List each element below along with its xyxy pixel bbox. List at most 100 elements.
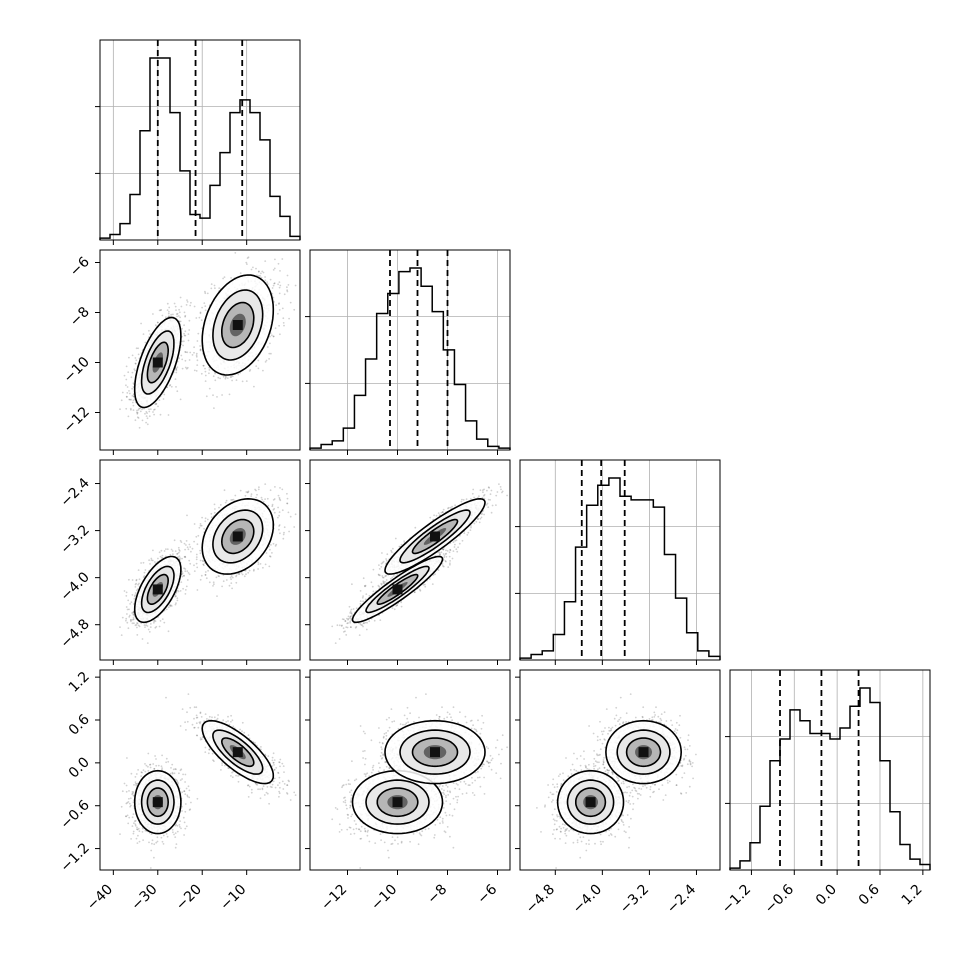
sample-point: [150, 626, 152, 628]
sample-point: [288, 531, 290, 533]
sample-point: [216, 396, 218, 398]
sample-point: [181, 558, 183, 560]
histogram-2: [310, 268, 510, 450]
sample-point: [272, 504, 274, 506]
sample-point: [271, 334, 273, 336]
sample-point: [131, 388, 133, 390]
density-peak: [153, 358, 163, 368]
sample-point: [174, 596, 176, 598]
sample-point: [202, 560, 204, 562]
sample-point: [154, 561, 156, 563]
sample-point: [168, 313, 170, 315]
sample-point: [194, 306, 196, 308]
histogram-1: [100, 58, 300, 240]
sample-point: [186, 304, 188, 306]
sample-point: [194, 370, 196, 372]
sample-point: [125, 595, 127, 597]
sample-point: [192, 548, 194, 550]
panel-content: [119, 483, 296, 644]
sample-point: [264, 279, 266, 281]
sample-point: [200, 560, 202, 562]
sample-point: [214, 504, 216, 506]
sample-point: [153, 622, 155, 624]
sample-point: [217, 575, 219, 577]
sample-point: [196, 567, 198, 569]
sample-point: [269, 549, 271, 551]
sample-point: [196, 370, 198, 372]
sample-point: [168, 311, 170, 313]
sample-point: [138, 408, 140, 410]
sample-point: [274, 282, 276, 284]
sample-point: [258, 270, 260, 272]
sample-point: [180, 297, 182, 299]
sample-point: [130, 409, 132, 411]
sample-point: [133, 622, 135, 624]
sample-point: [204, 368, 206, 370]
sample-point: [218, 507, 220, 509]
sample-point: [258, 489, 260, 491]
sample-point: [174, 539, 176, 541]
hist-panel-1: [95, 40, 300, 240]
sample-point: [262, 370, 264, 372]
sample-point: [149, 563, 151, 565]
sample-point: [185, 360, 187, 362]
sample-point: [133, 617, 135, 619]
sample-point: [201, 319, 203, 321]
sample-point: [195, 536, 197, 538]
sample-point: [245, 491, 247, 493]
sample-point: [119, 408, 121, 410]
sample-point: [131, 601, 133, 603]
sample-point: [273, 269, 275, 271]
sample-point: [139, 427, 141, 429]
sample-point: [188, 572, 190, 574]
sample-point: [279, 524, 281, 526]
sample-point: [193, 346, 195, 348]
sample-point: [148, 629, 150, 631]
sample-point: [206, 577, 208, 579]
histogram-4: [730, 688, 930, 870]
sample-point: [194, 570, 196, 572]
sample-point: [266, 281, 268, 283]
sample-point: [275, 304, 277, 306]
sample-point: [246, 380, 248, 382]
density-peak: [233, 320, 243, 330]
sample-point: [281, 489, 283, 491]
sample-point: [206, 395, 208, 397]
sample-point: [270, 353, 272, 355]
sample-point: [193, 352, 195, 354]
sample-point: [293, 309, 295, 311]
sample-point: [283, 325, 285, 327]
sample-point: [214, 287, 216, 289]
sample-point: [265, 564, 267, 566]
sample-point: [185, 351, 187, 353]
sample-point: [142, 420, 144, 422]
sample-point: [197, 359, 199, 361]
sample-point: [135, 580, 137, 582]
sample-point: [121, 399, 123, 401]
sample-point: [210, 288, 212, 290]
sample-point: [201, 575, 203, 577]
sample-point: [124, 375, 126, 377]
sample-point: [205, 571, 207, 573]
sample-point: [146, 415, 148, 417]
sample-point: [256, 494, 258, 496]
sample-point: [147, 642, 149, 644]
sample-point: [288, 512, 290, 514]
sample-point: [205, 517, 207, 519]
sample-point: [214, 508, 216, 510]
sample-point: [178, 549, 180, 551]
sample-point: [168, 315, 170, 317]
sample-point: [287, 503, 289, 505]
sample-point: [288, 318, 290, 320]
sample-point: [196, 353, 198, 355]
sample-point: [279, 287, 281, 289]
sample-point: [149, 333, 151, 335]
sample-point: [185, 593, 187, 595]
sample-point: [194, 523, 196, 525]
sample-point: [187, 367, 189, 369]
sample-point: [213, 581, 215, 583]
sample-point: [277, 517, 279, 519]
sample-point: [163, 394, 165, 396]
sample-point: [282, 538, 284, 540]
